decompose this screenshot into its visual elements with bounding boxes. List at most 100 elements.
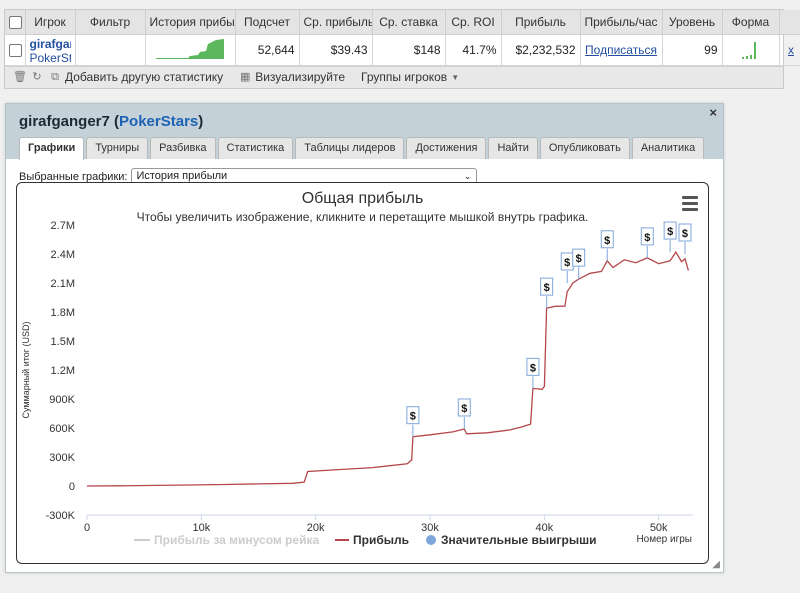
big-win-marker: $ — [461, 403, 467, 415]
level-cell: 99 — [662, 34, 723, 66]
big-win-marker: $ — [682, 228, 688, 240]
stats-table: Игрок Фильтр История прибыли Подсчет Ср.… — [5, 10, 800, 66]
big-win-flag — [540, 277, 554, 296]
row-checkbox[interactable] — [9, 43, 22, 57]
y-tick-label: 2.1M — [51, 278, 75, 290]
x-tick-label: 40k — [535, 522, 553, 534]
form-cell — [722, 34, 780, 66]
subscribe-link[interactable]: Подписаться — [585, 42, 657, 57]
header-remove — [779, 10, 800, 35]
row-select-cell[interactable] — [5, 34, 26, 66]
profit-chart[interactable]: -300K 0 300K 600K 900K 1.2M 1.5M 1.8M 2.1M 2.4M 2.… — [17, 183, 709, 564]
x-tick-label: 10k — [192, 522, 210, 534]
profit-hour-cell: Подписаться — [580, 34, 663, 66]
big-win-marker: $ — [667, 226, 673, 238]
header-profit-history[interactable]: История прибыли — [145, 10, 236, 35]
panel-header: girafganger7 (PokerStars) × Графики Турн… — [6, 104, 723, 160]
chart-subtitle: Чтобы увеличить изображение, кликните и … — [136, 210, 589, 224]
header-player[interactable]: Игрок — [25, 10, 76, 35]
remove-row-link[interactable]: x — [788, 42, 794, 57]
stats-toolbar: 🗑 ↻ ⧉ Добавить другую статистику ▦ Визуа… — [5, 65, 783, 88]
panel-player-name: girafganger7 — [19, 113, 110, 130]
header-count[interactable]: Подсчет — [235, 10, 300, 35]
tab-achievements[interactable]: Достижения — [406, 137, 487, 159]
chart-menu-icon[interactable] — [682, 196, 698, 214]
chart-container[interactable]: Общая прибыль Чтобы увеличить изображени… — [16, 182, 709, 564]
y-tick-label: 0 — [69, 481, 75, 493]
add-stat-button[interactable]: ⧉ Добавить другую статистику — [49, 70, 223, 84]
series-line-profit — [86, 250, 690, 487]
big-win-flag — [526, 357, 540, 376]
tab-breakdown[interactable]: Разбивка — [150, 137, 216, 159]
table-header-row: Игрок Фильтр История прибыли Подсчет Ср.… — [5, 10, 800, 35]
x-axis-label: Номер игры — [636, 534, 692, 545]
tab-statistics[interactable]: Статистика — [217, 137, 294, 159]
chevron-down-icon: ⌄ — [463, 171, 472, 181]
refresh-icon[interactable]: ↻ — [32, 71, 42, 83]
x-tick-label: 50k — [650, 522, 668, 534]
legend-swatch-wins — [426, 535, 436, 545]
y-tick-label: 1.5M — [51, 336, 75, 348]
y-tick-label: -300K — [46, 510, 76, 522]
tab-publish[interactable]: Опубликовать — [539, 137, 630, 159]
big-win-flag — [663, 221, 677, 240]
chart-title: Общая прибыль — [301, 190, 424, 207]
panel-site-link[interactable]: PokerStars — [119, 113, 199, 130]
tab-analytics[interactable]: Аналитика — [631, 137, 705, 159]
avg-stake-cell: $148 — [372, 34, 446, 66]
big-win-flag — [406, 406, 420, 425]
close-icon[interactable]: × — [709, 105, 717, 120]
player-panel: girafganger7 (PokerStars) × Графики Турн… — [5, 103, 724, 573]
big-win-marker: $ — [410, 411, 416, 423]
x-tick-label: 0 — [84, 522, 90, 534]
add-stat-label: Добавить другую статистику — [65, 70, 224, 84]
y-axis-label: Суммарный итог (USD) — [21, 321, 31, 418]
player-groups-dropdown[interactable]: Группы игроков ▼ — [361, 70, 459, 84]
big-win-marker: $ — [530, 362, 536, 374]
big-win-marker: $ — [544, 282, 550, 294]
avg-roi-cell: 41.7% — [445, 34, 502, 66]
tab-charts[interactable]: Графики — [19, 137, 85, 160]
big-win-marker: $ — [644, 232, 650, 244]
legend-label-net: Прибыль за минусом рейка — [154, 533, 319, 547]
filter-cell[interactable] — [75, 34, 146, 66]
visualize-label: Визуализируйте — [255, 70, 345, 84]
profit-history-cell[interactable] — [145, 34, 236, 66]
stats-table-panel: Игрок Фильтр История прибыли Подсчет Ср.… — [4, 9, 800, 89]
header-avg-stake[interactable]: Ср. ставка — [372, 10, 446, 35]
table-row: girafganger7 PokerStars 52,644 $39.43 $1… — [5, 34, 800, 66]
tab-tournaments[interactable]: Турниры — [86, 137, 149, 159]
y-tick-label: 600K — [49, 423, 75, 435]
resize-grip-icon[interactable]: ◢ — [712, 559, 720, 570]
player-groups-label: Группы игроков — [361, 70, 448, 84]
big-win-flag — [572, 248, 586, 267]
header-profit-hour[interactable]: Прибыль/час — [580, 10, 663, 35]
big-win-marker: $ — [604, 235, 610, 247]
player-site-link[interactable]: PokerStars — [29, 50, 71, 65]
select-all-checkbox[interactable] — [9, 15, 22, 29]
header-select-all[interactable] — [5, 10, 26, 35]
header-filter[interactable]: Фильтр — [75, 10, 146, 35]
y-tick-label: 2.7M — [51, 220, 75, 232]
legend-label-wins: Значительные выигрыши — [441, 533, 597, 547]
header-profit[interactable]: Прибыль — [501, 10, 581, 35]
y-tick-label: 300K — [49, 452, 75, 464]
header-form[interactable]: Форма — [722, 10, 780, 35]
big-win-flag — [457, 398, 471, 417]
chart-select-value: История прибыли — [136, 170, 228, 182]
visualize-button[interactable]: ▦ Визуализируйте — [239, 70, 345, 84]
player-name-link[interactable]: girafganger7 — [29, 36, 71, 51]
count-cell: 52,644 — [235, 34, 300, 66]
form-sparkline — [741, 42, 756, 59]
trash-icon[interactable]: 🗑 — [13, 71, 27, 83]
add-window-icon: ⧉ — [51, 71, 59, 83]
header-level[interactable]: Уровень — [662, 10, 723, 35]
big-win-marker: $ — [564, 257, 570, 269]
header-avg-roi[interactable]: Ср. ROI — [445, 10, 502, 35]
image-icon: ▦ — [239, 71, 251, 83]
tab-leaderboards[interactable]: Таблицы лидеров — [295, 137, 405, 159]
tab-find[interactable]: Найти — [488, 137, 538, 159]
legend-label-profit: Прибыль — [353, 533, 409, 547]
header-avg-profit[interactable]: Ср. прибыль — [299, 10, 373, 35]
profit-history-sparkline[interactable] — [154, 36, 226, 60]
